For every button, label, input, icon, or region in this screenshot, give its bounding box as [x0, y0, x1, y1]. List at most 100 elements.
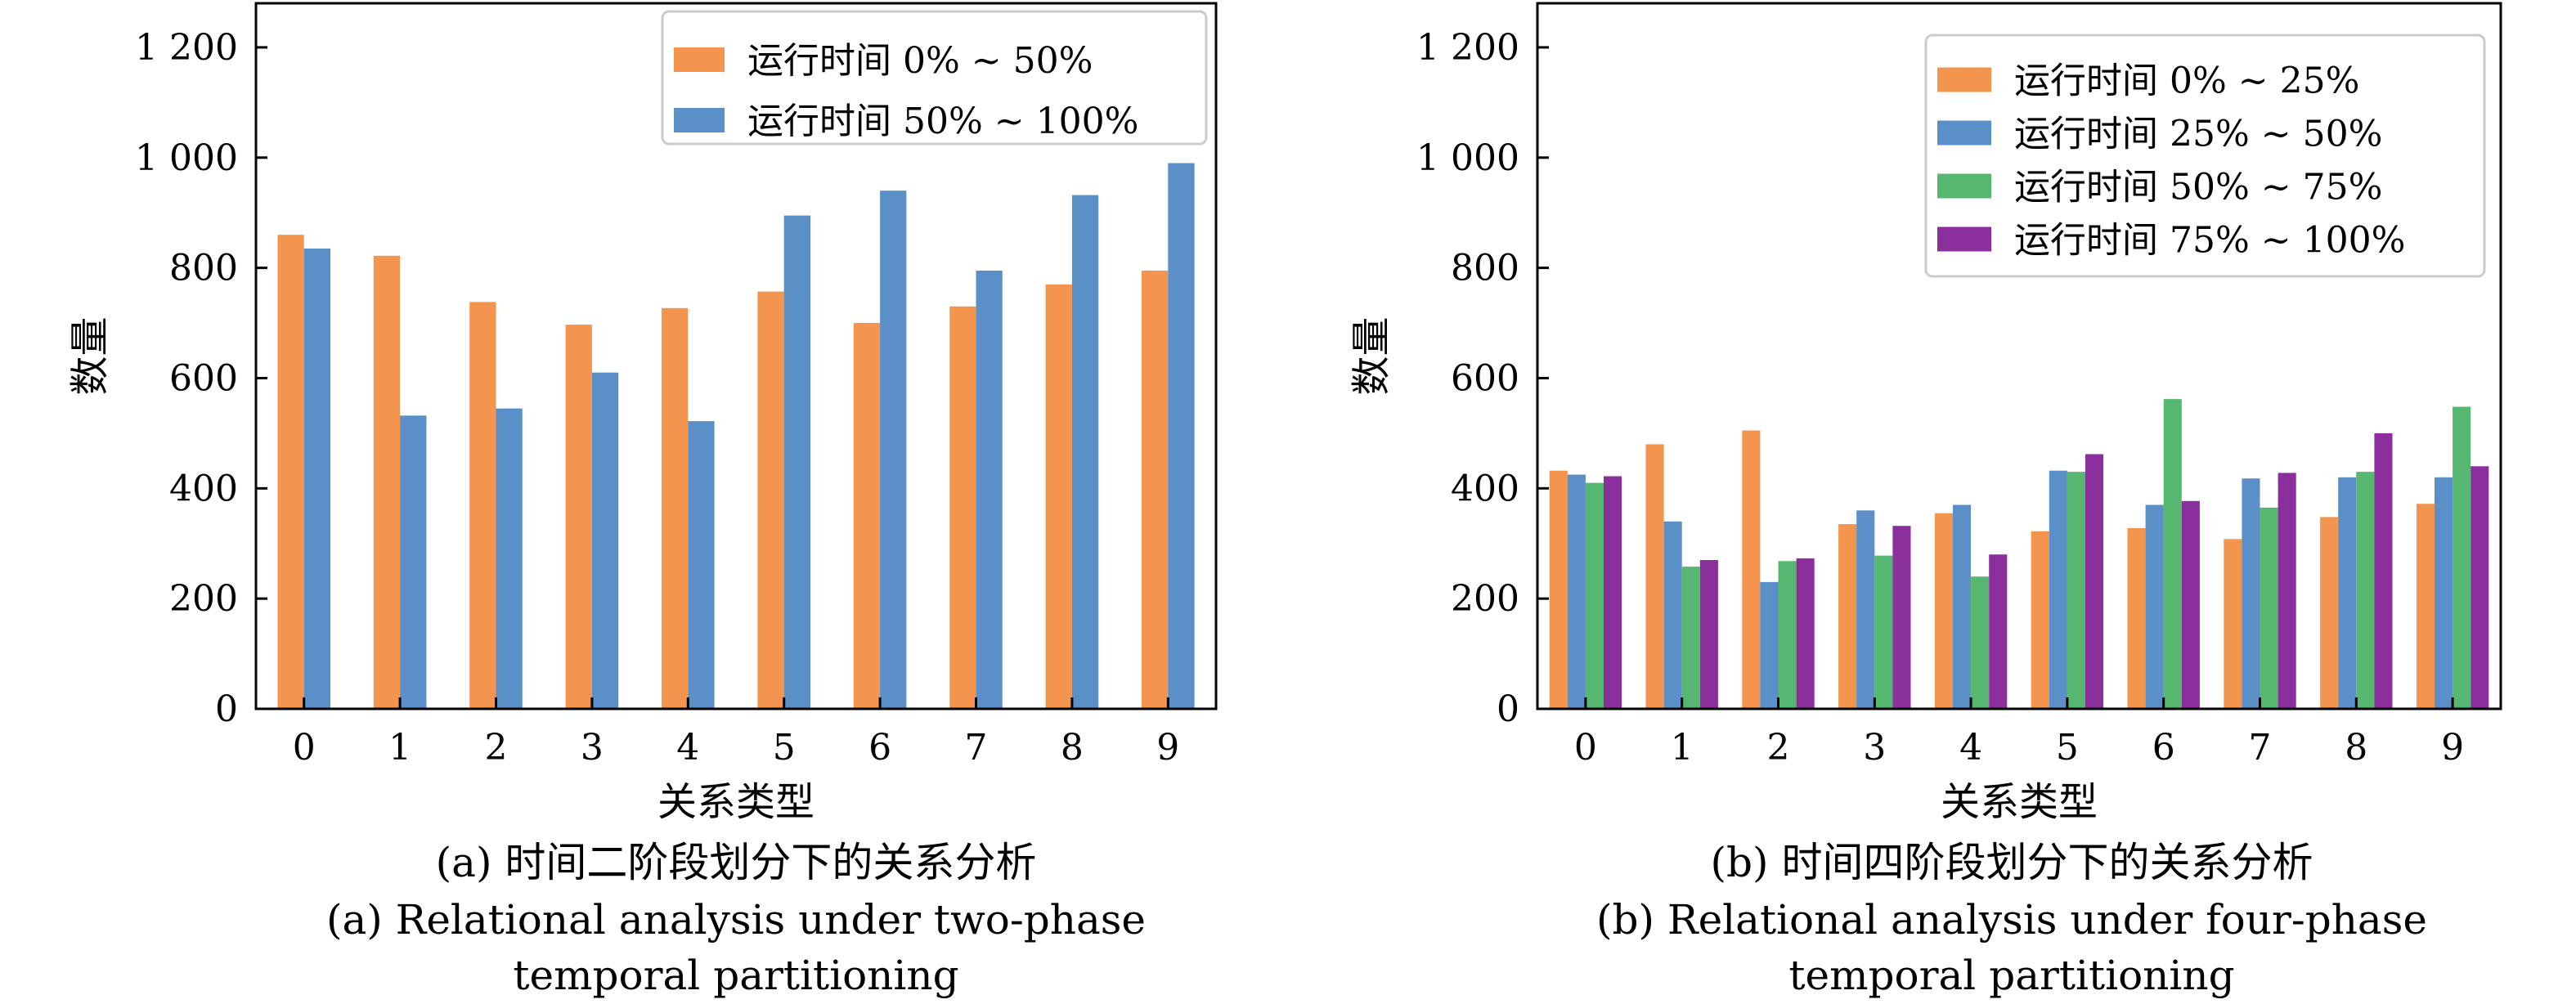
- x-tick-label: 2: [1767, 727, 1790, 769]
- bar-series1-cat3: [1856, 510, 1875, 709]
- bar-series2-cat0: [1585, 482, 1604, 709]
- x-tick-label: 1: [388, 727, 411, 769]
- legend-box: [661, 10, 1208, 146]
- y-tick-label: 200: [1451, 578, 1519, 620]
- bar-series3-cat4: [1989, 554, 2008, 709]
- bar-series1-cat8: [2338, 477, 2357, 709]
- legend-swatch: [1937, 67, 1991, 92]
- bar-series2-cat8: [2356, 472, 2375, 709]
- bar-series0-cat0: [277, 235, 304, 709]
- bar-series3-cat2: [1796, 558, 1815, 709]
- x-tick-label: 8: [2345, 727, 2367, 769]
- x-tick-label: 0: [1574, 727, 1597, 769]
- y-tick-label: 800: [169, 248, 238, 289]
- caption-a-cn: (a) 时间二阶段划分下的关系分析: [435, 839, 1037, 886]
- x-tick-label: 0: [293, 727, 316, 769]
- x-tick-label: 8: [1061, 727, 1084, 769]
- bar-series1-cat3: [591, 372, 619, 709]
- legend-swatch: [674, 108, 725, 132]
- y-axis-label: 数量: [1349, 316, 1394, 395]
- bar-series1-cat1: [400, 415, 427, 709]
- bar-series0-cat8: [1045, 284, 1072, 709]
- bar-series1-cat4: [1953, 504, 1972, 709]
- bar-series1-cat2: [496, 408, 523, 709]
- x-tick-label: 6: [2152, 727, 2175, 769]
- caption-a-en-line2: temporal partitioning: [513, 952, 959, 999]
- legend-swatch: [674, 47, 725, 72]
- caption-b-cn: (b) 时间四阶段划分下的关系分析: [1710, 839, 2313, 886]
- bar-series0-cat5: [2031, 531, 2049, 709]
- x-tick-label: 2: [485, 727, 508, 769]
- x-tick-label: 4: [676, 727, 699, 769]
- bar-series1-cat9: [2435, 477, 2453, 709]
- bar-series3-cat7: [2278, 473, 2296, 709]
- bar-series0-cat5: [757, 291, 784, 709]
- bar-series3-cat6: [2181, 500, 2200, 709]
- x-tick-label: 3: [1863, 727, 1886, 769]
- bar-series0-cat7: [2224, 539, 2242, 709]
- chart-a: 0 200 400 600 800 1 000 1 200 0 1 2 3 4 5 6 7 8 9 关系类型 数量 运…: [67, 2, 1218, 825]
- bar-series3-cat0: [1604, 476, 1622, 709]
- bar-series0-cat2: [469, 302, 496, 709]
- y-tick-label: 1 000: [135, 137, 238, 179]
- bar-series1-cat4: [688, 421, 715, 709]
- bar-series2-cat3: [1874, 555, 1893, 709]
- bar-series3-cat9: [2471, 466, 2489, 709]
- legend-label: 运行时间 50% ~ 100%: [747, 101, 1138, 142]
- x-axis-label: 关系类型: [657, 779, 815, 825]
- bar-series2-cat7: [2260, 507, 2278, 709]
- plot-frame: [1536, 2, 2502, 710]
- bar-series1-cat6: [880, 190, 907, 709]
- bar-series1-cat2: [1760, 581, 1779, 709]
- y-tick-label: 1 000: [1416, 137, 1519, 179]
- y-tick-label: 0: [1497, 688, 1519, 730]
- x-tick-label: 5: [2056, 727, 2079, 769]
- legend-swatch: [1937, 226, 1991, 252]
- y-tick-label: 800: [1451, 248, 1519, 289]
- x-tick-label: 9: [1156, 727, 1179, 769]
- bar-series0-cat4: [662, 307, 689, 709]
- bar-series0-cat2: [1742, 430, 1761, 709]
- bar-series3-cat8: [2374, 433, 2393, 709]
- legend-swatch: [1937, 120, 1991, 146]
- legend-swatch: [1937, 173, 1991, 199]
- caption-b-en-line1: (b) Relational analysis under four-phase: [1596, 896, 2427, 943]
- y-tick-label: 600: [169, 357, 238, 399]
- bar-series2-cat6: [2163, 399, 2182, 709]
- bar-series2-cat5: [2067, 472, 2085, 709]
- bar-series0-cat9: [2416, 504, 2435, 709]
- x-axis-label: 关系类型: [1941, 779, 2098, 825]
- y-tick-label: 600: [1451, 357, 1519, 399]
- legend-label: 运行时间 0% ~ 50%: [747, 40, 1093, 82]
- y-tick-label: 400: [1451, 468, 1519, 509]
- bar-series1-cat9: [1168, 163, 1195, 709]
- y-tick-label: 0: [215, 688, 238, 730]
- bar-series2-cat1: [1681, 567, 1700, 709]
- bar-series2-cat4: [1971, 576, 1990, 709]
- bar-series0-cat4: [1934, 513, 1953, 709]
- bar-series2-cat2: [1778, 561, 1797, 709]
- x-tick-label: 1: [1671, 727, 1694, 769]
- bar-series1-cat0: [303, 249, 330, 709]
- bar-series2-cat9: [2453, 406, 2471, 709]
- legend-label: 运行时间 75% ~ 100%: [2014, 220, 2405, 262]
- bar-series1-cat6: [2145, 504, 2164, 709]
- x-tick-label: 4: [1959, 727, 1982, 769]
- y-tick-label: 1 200: [135, 27, 238, 69]
- bar-series0-cat9: [1142, 271, 1169, 709]
- bar-series1-cat5: [2049, 470, 2067, 709]
- x-tick-label: 7: [965, 727, 988, 769]
- y-tick-label: 400: [169, 468, 238, 509]
- bar-series0-cat1: [1645, 444, 1664, 709]
- bar-series0-cat3: [565, 325, 592, 709]
- legend-label: 运行时间 50% ~ 75%: [2014, 167, 2382, 208]
- x-tick-label: 7: [2249, 727, 2272, 769]
- bar-series0-cat6: [2127, 527, 2146, 709]
- bar-series1-cat7: [976, 271, 1003, 709]
- bar-series0-cat6: [853, 323, 881, 709]
- bar-series3-cat3: [1892, 526, 1911, 709]
- x-tick-label: 9: [2441, 727, 2464, 769]
- bar-series1-cat0: [1567, 474, 1586, 709]
- bar-series0-cat3: [1838, 524, 1857, 709]
